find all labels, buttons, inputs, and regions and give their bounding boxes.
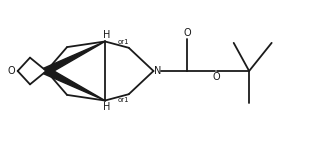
Text: H: H xyxy=(103,30,110,40)
Text: O: O xyxy=(213,72,220,82)
Polygon shape xyxy=(43,41,105,74)
Text: N: N xyxy=(154,66,161,76)
Polygon shape xyxy=(43,68,105,101)
Text: or1: or1 xyxy=(118,39,130,45)
Text: or1: or1 xyxy=(118,97,130,103)
Text: H: H xyxy=(103,102,110,112)
Text: O: O xyxy=(7,66,15,76)
Text: O: O xyxy=(184,28,191,38)
